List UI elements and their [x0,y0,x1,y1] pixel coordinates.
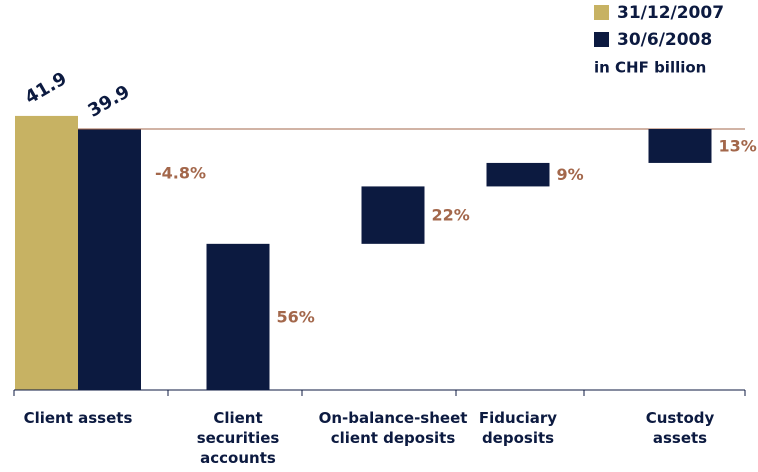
legend-swatch [594,32,609,47]
x-tick-label: Client securities accounts [196,409,280,467]
value-label: 41.9 [22,68,71,108]
value-label: 22% [432,206,470,225]
x-tick-label: On-balance-sheet client deposits [318,409,468,447]
change-label: -4.8% [155,164,206,183]
bar [78,129,141,390]
x-tick-label: Fiduciary deposits [478,409,558,447]
bar [15,115,78,390]
unit-label: in CHF billion [594,59,706,77]
legend-label: 31/12/2007 [617,3,724,23]
x-tick-label: Custody assets [645,409,715,447]
value-label: 9% [557,165,584,184]
legend-label: 30/6/2008 [617,30,712,50]
bar [361,186,425,244]
bar [648,129,712,163]
bar [206,243,270,390]
x-tick-label: Client assets [23,409,133,427]
value-label: 39.9 [85,81,134,121]
legend-swatch [594,5,609,20]
bar [486,162,550,187]
value-label: 56% [277,307,315,326]
value-label: 13% [719,136,757,155]
